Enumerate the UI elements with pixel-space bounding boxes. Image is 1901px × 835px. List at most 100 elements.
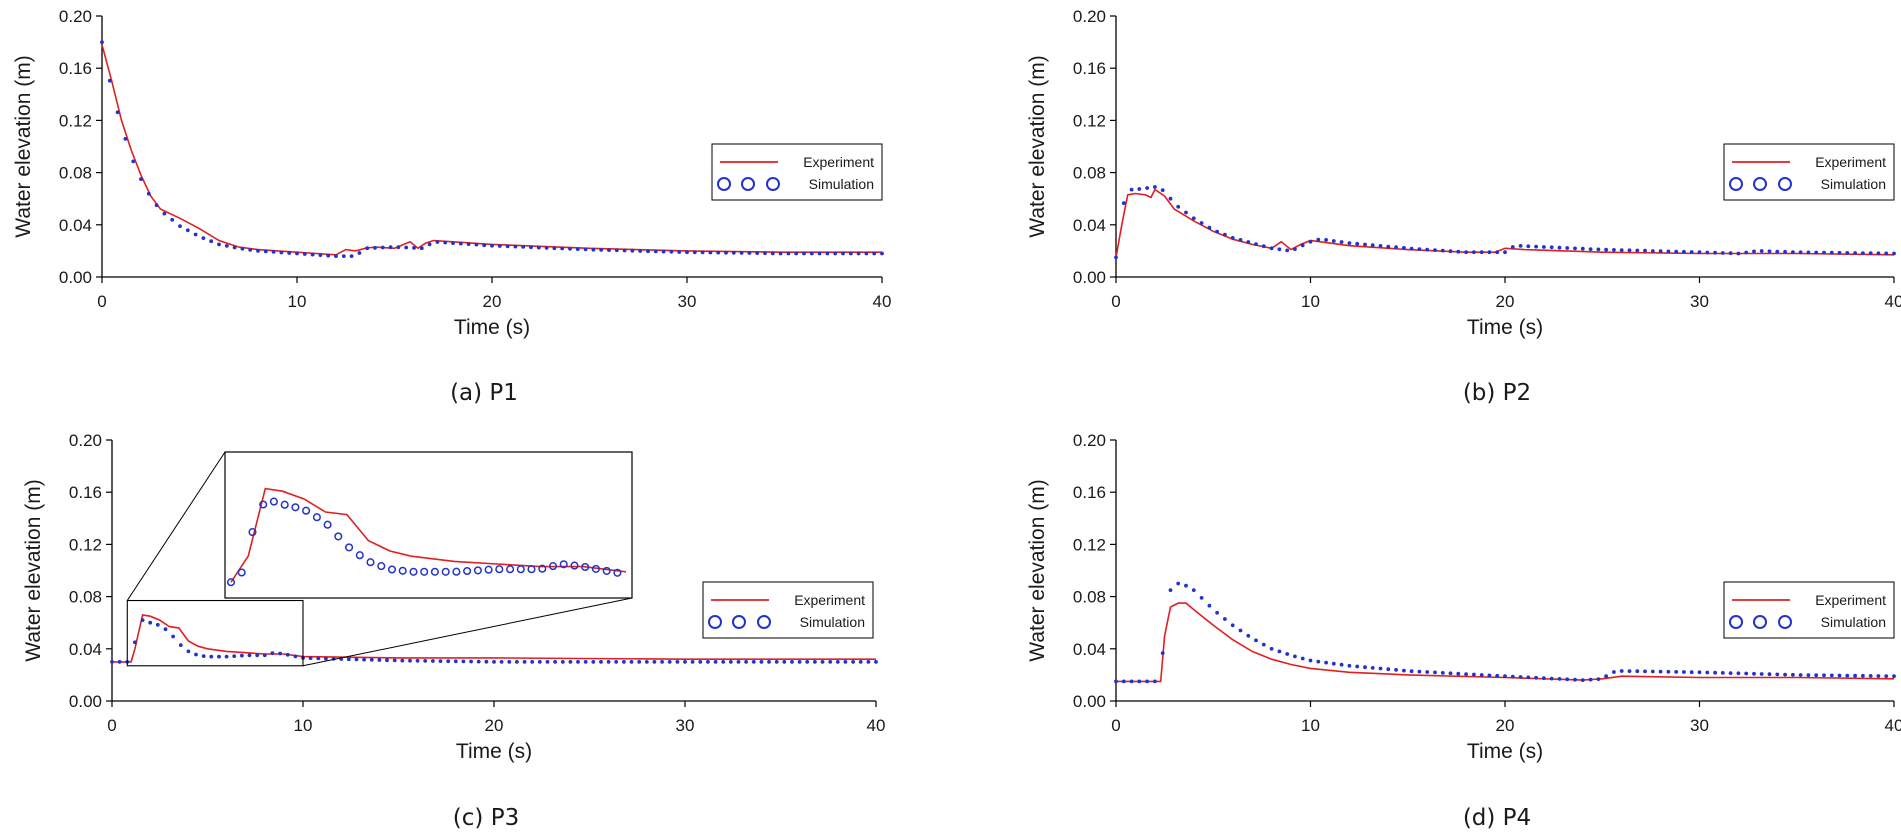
simulation-point: [1363, 665, 1367, 670]
simulation-point: [1269, 246, 1274, 251]
inset-simulation-point: [398, 566, 407, 575]
simulation-point: [1223, 232, 1227, 237]
simulation-point: [1518, 244, 1523, 248]
simulation-point: [1752, 249, 1756, 254]
legend-simulation-swatch: [1753, 615, 1767, 629]
simulation-point: [178, 643, 183, 647]
simulation-point: [131, 159, 136, 164]
simulation-point: [453, 659, 458, 664]
x-tick-label: 10: [1301, 292, 1320, 311]
simulation-point: [1837, 250, 1842, 255]
simulation-point: [256, 249, 260, 253]
simulation-point: [728, 660, 733, 664]
simulation-point: [1199, 596, 1204, 600]
simulation-point: [482, 243, 487, 248]
inset-simulation-point: [441, 567, 450, 576]
simulation-point: [1176, 204, 1181, 209]
simulation-point: [1604, 674, 1608, 679]
simulation-point: [629, 660, 634, 664]
simulation-point: [1791, 250, 1795, 255]
legend-experiment-label: Experiment: [1815, 154, 1886, 170]
simulation-point: [1153, 679, 1157, 684]
simulation-point: [622, 660, 626, 664]
simulation-point: [1277, 649, 1282, 654]
simulation-point: [553, 660, 557, 664]
simulation-point: [825, 251, 830, 256]
simulation-point: [357, 251, 362, 255]
inset-simulation-point: [527, 565, 536, 574]
simulation-point: [1269, 646, 1274, 651]
legend-simulation-label: Simulation: [1821, 614, 1886, 630]
legend-simulation-swatch: [1729, 177, 1743, 191]
inset-simulation-point: [387, 565, 397, 574]
simulation-point: [170, 217, 175, 222]
simulation-point: [1736, 671, 1741, 676]
series-simulation-markers: [1114, 185, 1896, 260]
simulation-point: [1285, 248, 1290, 253]
simulation-point: [492, 660, 496, 664]
simulation-point: [530, 660, 535, 664]
simulation-point: [1261, 642, 1266, 647]
simulation-point: [813, 660, 817, 664]
y-tick-label: 0.04: [69, 640, 102, 659]
y-tick-label: 0.08: [1073, 588, 1106, 607]
simulation-point: [1635, 248, 1640, 253]
simulation-point: [1798, 250, 1803, 255]
simulation-point: [1433, 670, 1437, 675]
simulation-point: [1487, 673, 1492, 678]
legend-simulation-swatch: [717, 177, 731, 191]
inset-box: [224, 451, 633, 599]
simulation-point: [607, 248, 611, 253]
simulation-point: [1549, 676, 1554, 681]
simulation-point: [270, 651, 275, 656]
simulation-point: [201, 236, 206, 241]
simulation-point: [591, 660, 596, 664]
simulation-point: [388, 245, 393, 250]
simulation-point: [1767, 249, 1772, 254]
legend-simulation-label: Simulation: [800, 614, 865, 630]
legend-simulation-swatch: [766, 177, 780, 191]
simulation-point: [1503, 674, 1507, 679]
simulation-point: [1604, 247, 1608, 252]
legend-box: [1723, 581, 1895, 639]
simulation-point: [1868, 674, 1873, 678]
simulation-point: [1674, 249, 1679, 254]
simulation-point: [1822, 250, 1826, 255]
y-tick-label: 0.16: [59, 59, 92, 78]
simulation-point: [209, 239, 214, 244]
simulation-point: [537, 660, 542, 664]
simulation-point: [1402, 668, 1406, 673]
simulation-point: [194, 652, 198, 657]
panel-caption: (b) P2: [1463, 380, 1531, 406]
simulation-point: [544, 246, 549, 250]
simulation-point: [499, 660, 504, 664]
simulation-point: [392, 658, 397, 663]
simulation-point: [1386, 667, 1391, 672]
simulation-point: [843, 660, 848, 664]
simulation-point: [1191, 216, 1196, 221]
simulation-point: [552, 246, 557, 251]
x-tick-label: 20: [485, 716, 504, 735]
simulation-point: [1479, 250, 1484, 255]
x-tick-label: 0: [107, 716, 116, 735]
simulation-point: [1363, 242, 1367, 247]
simulation-point: [841, 251, 845, 256]
simulation-point: [1293, 247, 1297, 252]
simulation-point: [1114, 679, 1118, 684]
simulation-point: [690, 660, 695, 664]
simulation-point: [271, 250, 276, 254]
simulation-point: [1370, 666, 1375, 670]
simulation-point: [201, 654, 206, 658]
simulation-point: [369, 657, 374, 662]
simulation-point: [1440, 671, 1445, 675]
simulation-point: [507, 660, 512, 664]
simulation-point: [423, 659, 428, 663]
inset-simulation-point: [591, 564, 600, 573]
simulation-point: [1720, 671, 1725, 675]
simulation-point: [1767, 672, 1772, 677]
simulation-point: [614, 248, 619, 253]
simulation-point: [1121, 201, 1126, 206]
simulation-point: [1612, 670, 1616, 674]
legend-simulation-swatch: [1778, 177, 1792, 191]
inset-simulation-point: [291, 503, 300, 512]
